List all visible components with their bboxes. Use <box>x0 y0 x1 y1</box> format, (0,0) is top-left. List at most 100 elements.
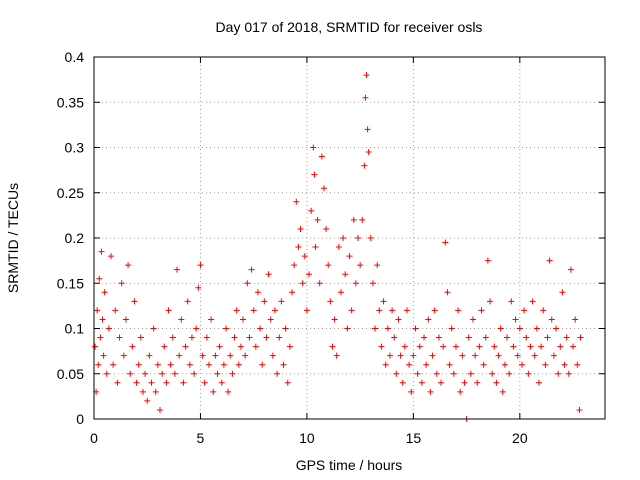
data-point <box>261 298 268 305</box>
data-point <box>248 266 255 273</box>
data-point <box>250 307 257 314</box>
y-tick-label: 0.4 <box>65 49 85 65</box>
data-point <box>118 280 125 287</box>
data-point <box>163 379 170 386</box>
data-point <box>389 307 396 314</box>
data-point <box>548 316 555 323</box>
y-tick-label: 0.1 <box>65 321 85 337</box>
data-point <box>284 379 291 386</box>
data-point <box>148 379 155 386</box>
data-point <box>282 325 289 332</box>
data-point <box>92 343 99 350</box>
data-point <box>472 352 479 359</box>
data-point <box>144 397 151 404</box>
data-point <box>331 316 338 323</box>
data-point <box>355 235 362 241</box>
data-point <box>380 298 387 305</box>
y-tick-label: 0.25 <box>57 185 84 201</box>
data-point <box>442 239 449 246</box>
data-point <box>438 379 445 386</box>
data-point <box>335 244 342 251</box>
y-tick-label: 0.35 <box>57 94 84 110</box>
data-point <box>318 153 325 160</box>
data-point <box>478 307 485 314</box>
tick-labels: 0 0.05 0.1 0.15 0.2 0.25 0.3 0.35 0.4 0 5 10 15 20 <box>57 49 528 446</box>
data-point <box>357 262 364 269</box>
data-point <box>572 316 579 323</box>
data-point <box>416 343 423 350</box>
data-point <box>199 352 206 359</box>
data-point <box>399 379 406 386</box>
data-point <box>374 262 381 269</box>
data-point <box>240 316 247 323</box>
data-point <box>501 361 508 368</box>
data-point <box>391 334 398 341</box>
data-point <box>184 298 191 305</box>
data-point <box>220 361 227 368</box>
data-point <box>378 343 385 350</box>
data-point <box>474 379 481 386</box>
data-point <box>382 361 389 368</box>
y-tick-label: 0 <box>76 411 84 427</box>
data-point <box>191 370 198 377</box>
data-point <box>112 307 119 314</box>
data-point <box>361 162 368 169</box>
data-point <box>531 352 538 359</box>
data-point <box>96 275 103 282</box>
data-point <box>223 325 230 332</box>
data-point <box>105 325 112 332</box>
data-point <box>506 370 513 377</box>
data-point <box>362 94 369 101</box>
data-point <box>457 388 464 395</box>
data-point <box>455 307 462 314</box>
data-point <box>212 352 219 359</box>
data-point <box>142 370 149 377</box>
data-point <box>435 334 442 341</box>
data-point <box>376 307 383 314</box>
data-point <box>131 298 138 305</box>
data-point <box>510 343 517 350</box>
data-point <box>235 361 242 368</box>
data-point <box>303 307 310 314</box>
y-tick-label: 0.2 <box>65 230 85 246</box>
data-point <box>565 370 572 377</box>
data-point <box>450 370 457 377</box>
data-point <box>365 149 372 156</box>
data-point <box>150 325 157 332</box>
data-point <box>504 334 511 341</box>
data-point <box>327 298 334 305</box>
data-point <box>550 352 557 359</box>
data-point <box>154 361 161 368</box>
data-point <box>412 325 419 332</box>
data-point <box>114 379 121 386</box>
data-point <box>495 352 502 359</box>
x-tick-label: 15 <box>406 430 422 446</box>
data-point <box>393 370 400 377</box>
data-point <box>161 343 168 350</box>
data-point <box>342 271 349 278</box>
data-point <box>135 361 142 368</box>
data-point <box>231 334 238 341</box>
data-point <box>286 343 293 350</box>
data-point <box>146 352 153 359</box>
data-point <box>533 325 540 332</box>
x-axis-title: GPS time / hours <box>296 457 403 473</box>
data-point <box>271 307 278 314</box>
data-point <box>103 370 110 377</box>
y-tick-label: 0.3 <box>65 140 85 156</box>
data-point <box>306 271 313 278</box>
data-point <box>252 343 259 350</box>
data-point <box>152 388 159 395</box>
data-point <box>414 370 421 377</box>
data-points <box>92 72 584 422</box>
data-point <box>367 235 374 241</box>
data-point <box>489 370 496 377</box>
data-point <box>499 388 506 395</box>
data-point <box>484 257 491 264</box>
data-point <box>553 325 560 332</box>
data-point <box>418 379 425 386</box>
data-point <box>421 334 428 341</box>
data-point <box>257 325 264 332</box>
